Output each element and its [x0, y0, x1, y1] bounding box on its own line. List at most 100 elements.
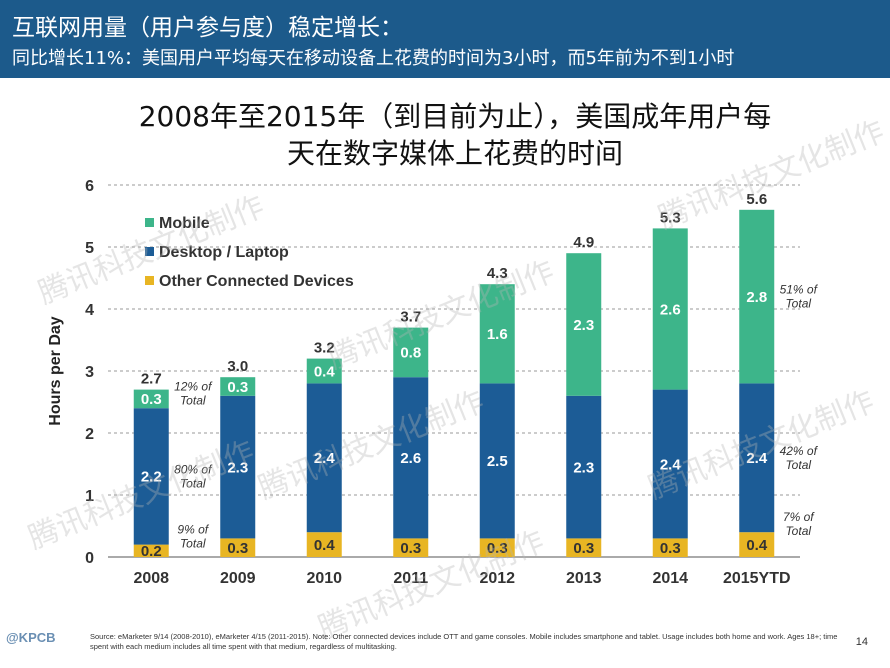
bar-data-label: 0.3 [227, 379, 248, 396]
bar-data-label: 2.6 [660, 301, 681, 318]
percent-annotation: Total [180, 537, 206, 551]
bar-segment [739, 532, 775, 557]
bar-segment [393, 377, 429, 539]
kpcb-logo: @KPCB [6, 630, 56, 645]
y-tick-label: 6 [85, 178, 94, 195]
percent-annotation: 51% of [780, 283, 819, 297]
y-tick-label: 2 [85, 426, 94, 443]
percent-annotation: 7% of [783, 510, 815, 524]
bar-data-label: 0.3 [141, 391, 162, 408]
bar-segment [133, 408, 169, 545]
bar-segment [479, 538, 515, 557]
bar-segment [133, 544, 169, 557]
bar-data-label: 2.5 [487, 453, 508, 470]
bar-total-label: 5.6 [746, 191, 767, 208]
bar-segment [739, 383, 775, 533]
bar-data-label: 2.8 [746, 289, 767, 306]
legend-label: Other Connected Devices [159, 273, 354, 290]
bar-total-label: 4.3 [487, 265, 508, 282]
chart-title-line-1: 2008年至2015年（到目前为止），美国成年用户每 [138, 100, 772, 133]
bar-segment [652, 538, 688, 557]
bar-data-label: 2.4 [314, 450, 336, 467]
bar-segment [739, 209, 775, 384]
slide-title: 互联网用量（用户参与度）稳定增长： [12, 15, 403, 41]
bar-segment [133, 389, 169, 409]
bar-data-label: 0.2 [141, 543, 162, 560]
y-axis-label: Hours per Day [47, 316, 64, 425]
bar-data-label: 0.3 [487, 540, 508, 557]
percent-annotation: 12% of [174, 380, 213, 394]
percent-annotation: Total [785, 458, 811, 472]
bar-data-label: 1.6 [487, 326, 508, 343]
percent-annotation: Total [785, 524, 811, 538]
bar-data-label: 0.3 [400, 540, 421, 557]
bar-data-label: 0.3 [573, 540, 594, 557]
bar-segment [566, 538, 602, 557]
bar-total-label: 3.2 [314, 340, 335, 357]
x-tick-label: 2011 [393, 570, 428, 587]
bar-segment [306, 532, 342, 557]
percent-annotation: 9% of [177, 523, 209, 537]
bar-total-label: 3.0 [227, 358, 248, 375]
bar-segment [479, 284, 515, 384]
x-tick-label: 2015YTD [723, 570, 791, 587]
y-tick-label: 3 [85, 364, 94, 381]
bar-segment [220, 395, 256, 539]
slide-header: 互联网用量（用户参与度）稳定增长： 同比增长11%：美国用户平均每天在移动设备上… [0, 0, 890, 78]
source-note: Source: eMarketer 9/14 (2008-2010), eMar… [90, 632, 838, 651]
percent-annotation: Total [785, 297, 811, 311]
bar-data-label: 2.4 [660, 456, 682, 473]
y-tick-label: 0 [85, 550, 94, 567]
bar-total-label: 4.9 [573, 234, 594, 251]
percent-annotation: Total [180, 476, 206, 490]
bar-data-label: 0.8 [400, 345, 421, 362]
bar-segment [306, 358, 342, 384]
bar-total-label: 2.7 [141, 371, 162, 388]
bar-segment [306, 383, 342, 533]
bar-data-label: 2.3 [573, 459, 594, 476]
bar-total-label: 5.3 [660, 209, 681, 226]
bar-segment [393, 327, 429, 378]
bar-segment [652, 228, 688, 390]
bar-segment [652, 389, 688, 539]
bar-data-label: 2.4 [746, 450, 768, 467]
bar-data-label: 2.3 [573, 317, 594, 334]
bar-segment [393, 538, 429, 557]
x-tick-label: 2013 [566, 570, 602, 587]
bar-segment [220, 377, 256, 396]
legend-label: Desktop / Laptop [159, 244, 289, 261]
bar-segment [220, 538, 256, 557]
y-tick-label: 1 [85, 488, 94, 505]
y-tick-label: 4 [85, 302, 94, 319]
bar-data-label: 0.4 [314, 537, 336, 554]
chart-title: 2008年至2015年（到目前为止），美国成年用户每 天在数字媒体上花费的时间 [60, 98, 850, 172]
bar-data-label: 0.4 [314, 363, 336, 380]
y-tick-label: 5 [85, 240, 94, 257]
legend-swatch [145, 276, 154, 285]
bar-data-label: 0.4 [746, 537, 768, 554]
x-tick-label: 2014 [652, 570, 688, 587]
legend-label: Mobile [159, 215, 210, 232]
percent-annotation: Total [180, 394, 206, 408]
x-tick-label: 2008 [133, 570, 169, 587]
bar-data-label: 0.3 [660, 540, 681, 557]
bar-data-label: 2.6 [400, 450, 421, 467]
slide-subtitle: 同比增长11%：美国用户平均每天在移动设备上花费的时间为3小时，而5年前为不到1… [12, 48, 735, 69]
bar-segment [479, 383, 515, 539]
percent-annotation: 80% of [174, 462, 213, 476]
percent-annotation: 42% of [780, 444, 819, 458]
x-tick-label: 2012 [479, 570, 515, 587]
x-tick-label: 2010 [306, 570, 342, 587]
page-number: 14 [855, 636, 868, 648]
x-tick-label: 2009 [220, 570, 256, 587]
bar-total-label: 3.7 [400, 309, 421, 326]
bar-data-label: 2.3 [227, 459, 248, 476]
legend-swatch [145, 247, 154, 256]
chart-title-line-2: 天在数字媒体上花费的时间 [286, 137, 623, 170]
bar-segment [566, 253, 602, 396]
bar-segment [566, 395, 602, 539]
bar-data-label: 0.3 [227, 540, 248, 557]
legend-swatch [145, 218, 154, 227]
bar-data-label: 2.2 [141, 469, 162, 486]
